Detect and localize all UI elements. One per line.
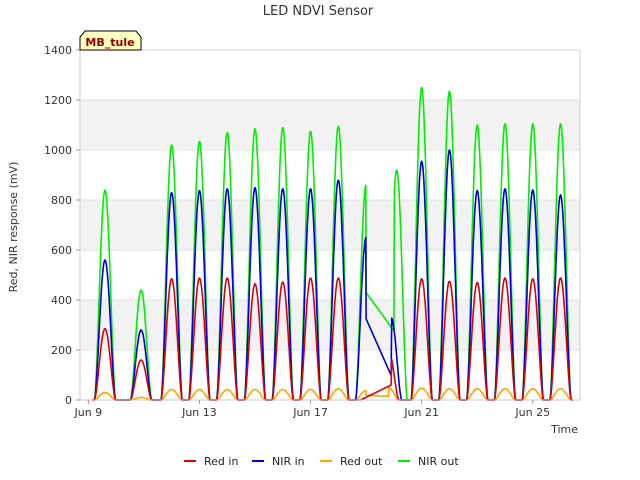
plot-band — [80, 50, 580, 100]
y-tick-label: 800 — [51, 194, 72, 207]
plot-background — [80, 50, 580, 400]
x-tick-label: Jun 13 — [181, 406, 217, 419]
x-tick-label: Jun 9 — [73, 406, 102, 419]
y-tick-label: 400 — [51, 294, 72, 307]
legend-item: Red in — [184, 455, 238, 468]
plot-band — [80, 100, 580, 150]
legend: Red in NIR in Red out NIR out — [184, 455, 459, 468]
y-tick-label: 600 — [51, 244, 72, 257]
legend-label: NIR out — [418, 455, 459, 468]
x-tick-label: Jun 21 — [403, 406, 439, 419]
chart-title: LED NDVI Sensor — [263, 4, 374, 19]
site-badge-label: MB_tule — [85, 36, 134, 49]
y-axis-ticks: 0 200 400 600 800 1000 1200 1400 — [44, 44, 80, 407]
plot-band — [80, 250, 580, 300]
site-badge-shape — [79, 30, 142, 51]
x-tick-label: Jun 17 — [292, 406, 328, 419]
x-axis-label: Time — [550, 423, 578, 436]
legend-label: NIR in — [272, 455, 305, 468]
plot-band — [80, 150, 580, 200]
legend-label: Red out — [340, 455, 383, 468]
y-tick-label: 200 — [51, 344, 72, 357]
legend-item: NIR out — [398, 455, 459, 468]
y-tick-label: 1400 — [44, 44, 72, 57]
plot-border — [79, 49, 581, 401]
x-axis-ticks: Jun 9 Jun 13 Jun 17 Jun 21 Jun 25 — [73, 400, 550, 419]
legend-item: Red out — [320, 455, 383, 468]
y-tick-label: 1200 — [44, 94, 72, 107]
y-axis-label: Red, NIR response (mV) — [7, 162, 20, 293]
site-badge: MB_tule — [79, 30, 142, 51]
x-tick-label: Jun 25 — [514, 406, 550, 419]
series-line-red-in — [92, 277, 573, 401]
plot-band — [80, 200, 580, 250]
y-tick-label: 1000 — [44, 144, 72, 157]
legend-item: NIR in — [252, 455, 305, 468]
legend-label: Red in — [204, 455, 238, 468]
y-tick-label: 0 — [65, 394, 72, 407]
